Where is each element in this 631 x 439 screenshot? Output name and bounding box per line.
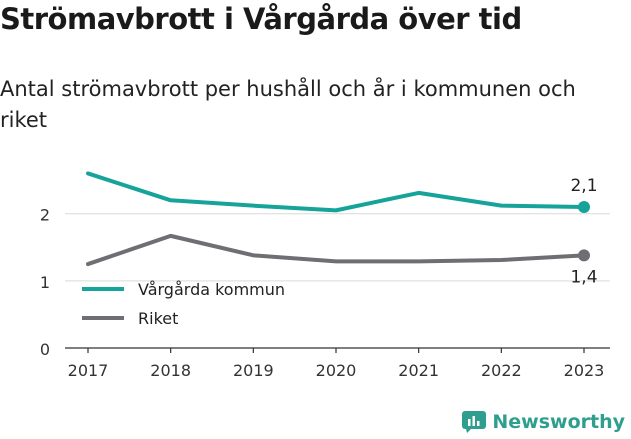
x-tick-label: 2022: [481, 361, 522, 380]
y-tick-label: 0: [40, 340, 50, 359]
legend: Vårgårda kommun Riket: [82, 280, 285, 328]
x-tick-label: 2020: [316, 361, 357, 380]
series-lines: [86, 171, 590, 267]
end-point: [578, 249, 590, 262]
x-tick-label: 2018: [150, 361, 191, 380]
end-labels: 2,1 1,4: [570, 176, 597, 287]
x-axis: 2017 2018 2019 2020 2021 2022 2023: [65, 347, 610, 380]
chart-title: Strömavbrott i Vårgårda över tid: [0, 2, 522, 36]
end-value-label: 1,4: [570, 267, 597, 287]
y-tick-label: 2: [40, 206, 50, 225]
end-value-label: 2,1: [570, 176, 597, 196]
legend-label: Riket: [138, 309, 178, 328]
y-axis-ticks: 0 1 2: [40, 206, 50, 359]
series-line: [86, 171, 586, 213]
x-tick-label: 2023: [564, 361, 605, 380]
legend-label: Vårgårda kommun: [138, 280, 285, 299]
x-tick-label: 2021: [398, 361, 439, 380]
series-line: [86, 233, 586, 267]
newsworthy-logo: Newsworthy: [462, 411, 625, 433]
y-tick-label: 1: [40, 273, 50, 292]
gridlines: [65, 213, 610, 282]
bar-chart-icon: [462, 411, 487, 433]
x-tick-label: 2019: [233, 361, 274, 380]
x-tick-label: 2017: [68, 361, 109, 380]
brand-name: Newsworthy: [492, 411, 625, 433]
chart-subtitle: Antal strömavbrott per hushåll och år i …: [0, 77, 576, 132]
end-point: [578, 201, 590, 213]
